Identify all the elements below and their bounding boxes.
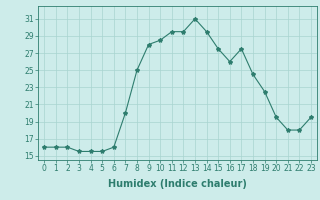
X-axis label: Humidex (Indice chaleur): Humidex (Indice chaleur) [108, 179, 247, 189]
